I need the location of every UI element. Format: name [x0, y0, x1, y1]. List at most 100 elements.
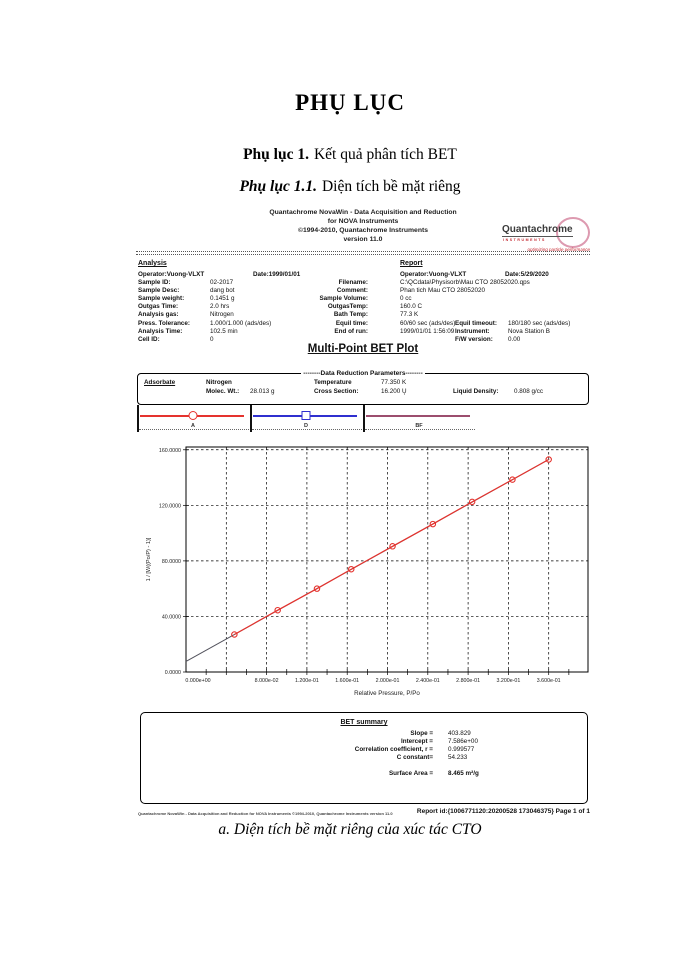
field-value: Date:1999/01/01: [253, 271, 301, 278]
field-label: Press. Tolerance:: [138, 319, 191, 327]
figure-caption: a. Diện tích bề mặt riêng của xúc tác CT…: [218, 821, 482, 838]
footer-left-text: Quantachrome NovaWin - Data Acquisition …: [138, 811, 393, 816]
legend-tick: [363, 405, 365, 432]
field-value: 60/60 sec (ads/des): [400, 319, 456, 327]
field-value: 180/180 sec (ads/des): [508, 319, 571, 327]
field-value: 102.5 min: [210, 327, 238, 335]
field-value: 28.013 g: [250, 388, 275, 395]
data-point-marker: [468, 498, 476, 506]
field-value: 77.350 K: [381, 379, 407, 386]
field-label: F/W version:: [455, 335, 493, 343]
report-header-line: for NOVA Instruments: [327, 218, 399, 225]
data-point-marker: [231, 631, 238, 638]
field-value: 2.0 hrs: [210, 303, 230, 311]
y-tick-label: 160.0000: [159, 448, 181, 454]
data-point-marker: [347, 565, 355, 573]
field-value: 1999/01/01 1:56:09: [400, 327, 455, 335]
x-axis-title: Relative Pressure, P/Po: [354, 690, 420, 697]
data-reduction-parameters-box: --------Data Reduction Parameters-------…: [137, 369, 589, 405]
field-label: Analysis Time:: [138, 327, 183, 335]
plot-title-text: Multi-Point BET Plot: [307, 343, 419, 355]
page-title: PHỤ LỤC: [295, 90, 405, 115]
table-row: Analysis Time: 102.5 min End of run: 199…: [136, 328, 590, 336]
legend-item-d: D: [250, 404, 362, 434]
report-header-line: ©1994-2010, Quantachrome Instruments: [297, 227, 429, 234]
x-tick-label: 2.000e-01: [376, 678, 400, 684]
field-value: 0.00: [508, 335, 521, 343]
legend-label: BF: [415, 423, 423, 429]
field-label: Intercept =: [400, 738, 433, 745]
section-1-1-text: Diện tích bề mặt riêng: [321, 178, 461, 195]
bet-plot-svg: 0.000e+00 8.000e-02 1.200e-01 1.600e-01 2.00…: [146, 446, 589, 697]
bet-summary-box: BET summary Slope = 403.829 Intercept = …: [140, 712, 588, 804]
field-label: Filename:: [338, 279, 368, 287]
data-point-marker: [389, 543, 396, 550]
x-tick-label: 2.400e-01: [416, 678, 440, 684]
field-label: Operator:Vuong-VLXT: [400, 271, 467, 278]
field-value: 77.3 K: [400, 311, 419, 319]
field-value: 0.999577: [448, 746, 475, 753]
report-header: Quantachrome NovaWin - Data Acquisition …: [196, 208, 530, 244]
field-value: 0.1451 g: [210, 295, 235, 303]
field-value: C:\QCdata\Physisorb\Mau CTO 28052020.qps: [400, 279, 530, 287]
table-row: Outgas Time: 2.0 hrs OutgasTemp: 160.0 C: [136, 303, 590, 311]
table-row: Sample Desc: dang bot Comment: Phan tich…: [136, 287, 590, 295]
field-value: 0.808 g/cc: [514, 388, 544, 395]
table-row: Press. Tolerance: 1.000/1.000 (ads/des) …: [136, 320, 590, 328]
field-label: Liquid Density:: [453, 388, 499, 395]
plot-frame: [185, 446, 589, 673]
section-1-1-label: Phụ lục 1.1.: [239, 178, 317, 195]
logo-circle-icon: [556, 217, 590, 248]
y-tick-label: 40.0000: [162, 614, 181, 620]
table-row: Sample ID: 02-2017 Filename: C:\QCdata\P…: [136, 279, 590, 287]
bet-summary-title: BET summary: [340, 719, 388, 726]
field-value: 7.586e+00: [448, 738, 478, 745]
field-label: Outgas Time:: [138, 303, 179, 311]
field-label: Sample Desc:: [138, 287, 180, 295]
report-section-heading: Report: [400, 260, 423, 267]
legend-item-a: A: [137, 404, 249, 434]
field-value: 02-2017: [210, 279, 234, 287]
field-value: 403.829: [448, 730, 471, 737]
x-tick-label: 3.200e-01: [496, 678, 520, 684]
section-1-text: Kết quả phân tích BET: [313, 146, 457, 163]
field-label: Operator:Vuong-VLXT: [138, 271, 205, 278]
field-label: Temperature: [314, 379, 352, 386]
table-row: Cell ID: 0 F/W version: 0.00: [136, 336, 590, 344]
logo-name: Quantachrome: [502, 224, 573, 237]
legend-tick: [250, 405, 252, 432]
field-label: Sample ID:: [138, 279, 171, 287]
field-label: Sample Volume:: [319, 295, 368, 303]
x-tick-label: 0.000e+00: [185, 678, 210, 684]
field-label: C constant=: [396, 754, 433, 761]
data-point-marker: [274, 606, 281, 614]
field-label: Slope =: [410, 730, 433, 737]
y-tick-label: 80.0000: [162, 559, 181, 565]
legend-tick: [137, 405, 139, 432]
quantachrome-logo: Quantachrome INSTRUMENTS optimizing part…: [502, 217, 590, 261]
report-footer: Quantachrome NovaWin - Data Acquisition …: [136, 808, 590, 818]
x-tick-label: 8.000e-02: [255, 678, 279, 684]
data-point-marker: [429, 520, 437, 528]
surface-area-value: 8.465 m²/g: [448, 770, 479, 777]
square-marker-icon: [301, 411, 311, 420]
legend-item-bf: BF: [363, 404, 475, 434]
x-tick-label: 1.600e-01: [335, 678, 359, 684]
plot-legend: A D BF: [137, 404, 476, 436]
y-tick-label: 120.0000: [159, 503, 181, 509]
field-value: Nitrogen: [210, 311, 234, 319]
table-row: Operator:Vuong-VLXT Date:1999/01/01 Oper…: [136, 271, 590, 279]
circle-marker-icon: [188, 411, 198, 420]
field-label: Sample weight:: [138, 295, 185, 303]
header-divider: [136, 251, 590, 255]
field-value: 54.233: [448, 754, 468, 761]
x-tick-label: 1.200e-01: [295, 678, 319, 684]
report-fields-table: Operator:Vuong-VLXT Date:1999/01/01 Oper…: [136, 271, 590, 344]
field-value: 160.0 C: [400, 303, 423, 311]
field-label: Molec. Wt.:: [206, 388, 240, 395]
legend-label: A: [191, 423, 195, 429]
legend-baseline: [252, 429, 362, 430]
legend-baseline: [139, 429, 249, 430]
parameters-box-title-text: --------Data Reduction Parameters-------…: [301, 369, 425, 377]
